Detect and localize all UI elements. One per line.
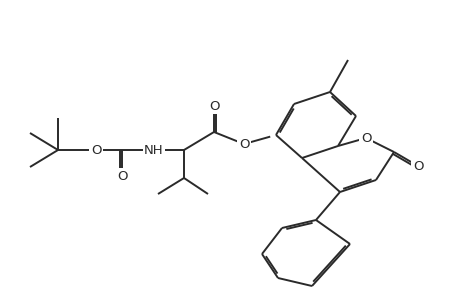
Text: NH: NH [144,143,163,157]
Text: O: O [117,169,127,182]
Text: O: O [208,100,219,112]
Text: O: O [412,160,422,172]
Text: O: O [360,131,370,145]
Text: O: O [238,137,249,151]
Text: O: O [90,143,101,157]
